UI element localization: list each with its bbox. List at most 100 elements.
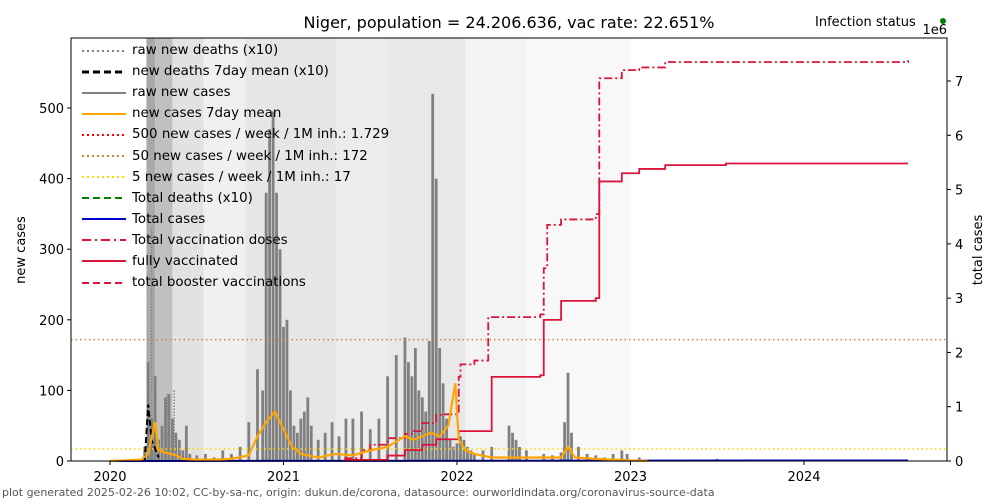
y2-tick-label: 5 <box>955 184 963 199</box>
raw-new-cases-bar <box>268 129 272 461</box>
raw-new-cases-bar <box>452 446 455 461</box>
raw-new-cases-bar <box>514 439 518 461</box>
legend-item: total booster vaccinations <box>72 272 402 293</box>
legend-item: raw new cases <box>72 82 402 103</box>
legend-label: Total vaccination doses <box>132 232 288 248</box>
legend-item: Total vaccination doses <box>72 230 402 251</box>
y-tick-label: 200 <box>39 314 64 329</box>
legend-label: new deaths 7day mean (x10) <box>132 64 329 80</box>
legend-item: new cases 7day mean <box>72 103 402 124</box>
raw-new-cases-bar <box>424 411 428 461</box>
raw-new-cases-bar <box>178 439 181 461</box>
legend-item: fully vaccinated <box>72 251 402 272</box>
y-tick-label: 300 <box>39 243 64 258</box>
raw-new-cases-bar <box>394 355 398 461</box>
legend-swatch <box>82 155 126 158</box>
raw-new-cases-bar <box>230 453 233 461</box>
raw-new-cases-bar <box>171 418 174 461</box>
raw-new-cases-bar <box>143 446 147 461</box>
y2-axis-label: total cases <box>971 215 986 286</box>
raw-new-cases-bar <box>261 390 265 461</box>
raw-new-cases-bar <box>566 372 570 461</box>
background-band <box>203 38 246 461</box>
background-band <box>387 38 466 461</box>
raw-new-cases-bar <box>282 326 285 461</box>
raw-new-cases-bar <box>174 432 178 461</box>
y-tick-label: 500 <box>39 102 64 117</box>
infection-status-text: Infection status <box>815 15 916 30</box>
x-tick-label: 2023 <box>614 470 647 485</box>
y-axis-label: new cases <box>14 216 29 284</box>
raw-new-cases-bar <box>377 418 381 461</box>
raw-new-cases-bar <box>611 453 615 461</box>
legend-label: raw new deaths (x10) <box>132 43 279 59</box>
raw-new-cases-bar <box>306 397 310 461</box>
footer-credit: plot generated 2025-02-26 10:02, CC-by-s… <box>2 486 715 499</box>
y2-tick-label: 7 <box>955 75 963 90</box>
raw-new-cases-bar <box>441 383 445 461</box>
raw-new-cases-bar <box>637 457 641 461</box>
legend-swatch <box>82 218 126 221</box>
legend-item: 50 new cases / week / 1M inh.: 172 <box>72 145 402 166</box>
raw-new-cases-bar <box>459 436 462 461</box>
raw-new-cases-bar <box>323 432 327 461</box>
background-band <box>335 38 388 461</box>
x-tick-label: 2020 <box>93 470 126 485</box>
y2-tick-label: 1 <box>955 401 963 416</box>
raw-new-cases-bar <box>625 453 629 461</box>
raw-new-cases-bar <box>285 319 289 461</box>
raw-new-cases-bar <box>275 192 278 461</box>
raw-new-cases-bar <box>164 397 167 461</box>
raw-new-cases-bar <box>256 369 259 461</box>
y-tick-label: 100 <box>39 384 64 399</box>
raw-new-cases-bar <box>221 450 225 461</box>
raw-new-cases-bar <box>462 439 466 461</box>
raw-new-cases-bar <box>490 446 494 461</box>
x-tick-label: 2021 <box>267 470 300 485</box>
y2-tick-label: 2 <box>955 346 963 361</box>
raw-new-cases-bar <box>351 418 355 461</box>
raw-new-cases-bar <box>438 348 442 461</box>
legend-label: fully vaccinated <box>132 253 239 269</box>
ticks: 2020 2021 2022 2023 2024 0 100 200 300 400 500 0 1 2 3… <box>14 18 986 485</box>
raw-new-cases-bar <box>204 453 207 461</box>
legend-swatch <box>82 176 126 179</box>
raw-new-cases-bar <box>563 422 566 461</box>
raw-new-cases-bar <box>472 453 476 461</box>
background-band <box>172 38 204 461</box>
background-bands <box>146 38 631 461</box>
legend-item: Total cases <box>72 209 402 230</box>
raw-new-cases-bar <box>410 376 414 461</box>
raw-new-cases-bar <box>431 93 435 461</box>
legend-item: 5 new cases / week / 1M inh.: 17 <box>72 167 402 188</box>
legend-label: Total deaths (x10) <box>132 190 253 206</box>
raw-new-cases-bar <box>427 340 431 461</box>
raw-new-cases-bar <box>167 393 171 461</box>
raw-new-cases-bar <box>413 348 417 461</box>
raw-new-cases-bars <box>143 93 875 461</box>
legend-label: 5 new cases / week / 1M inh.: 17 <box>132 169 351 185</box>
raw-new-cases-bar <box>309 425 313 461</box>
background-band <box>155 38 173 461</box>
legend: raw new deaths (x10) new deaths 7day mean… <box>72 40 402 293</box>
raw-new-cases-bar <box>160 425 164 461</box>
legend-swatch <box>82 112 126 115</box>
raw-new-cases-bar <box>469 450 473 461</box>
background-band <box>526 38 631 461</box>
legend-swatch <box>82 281 126 284</box>
legend-swatch <box>82 239 126 242</box>
new-deaths-7day-mean-line <box>143 404 160 462</box>
raw-new-cases-bar <box>278 249 282 461</box>
raw-new-cases-bar <box>620 450 624 461</box>
raw-new-cases-bar <box>455 443 459 461</box>
raw-new-cases-bar <box>577 446 580 461</box>
raw-new-cases-bar <box>360 411 363 461</box>
legend-label: raw new cases <box>132 85 231 101</box>
raw-new-cases-bar <box>403 337 407 461</box>
raw-new-cases-bar <box>344 418 348 461</box>
background-band <box>465 38 527 461</box>
raw-new-cases-bar <box>184 425 188 461</box>
legend-item: new deaths 7day mean (x10) <box>72 61 402 82</box>
raw-new-cases-bar <box>570 432 573 461</box>
y2-tick-label: 3 <box>955 292 963 307</box>
